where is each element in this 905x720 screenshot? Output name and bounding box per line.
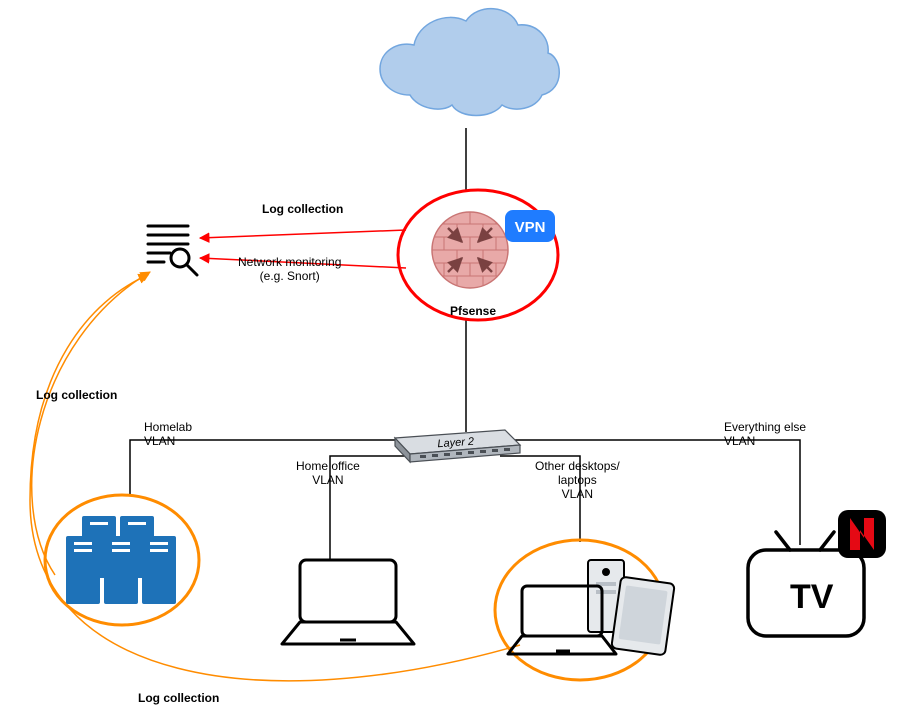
label-log-collection-top: Log collection [262,203,343,217]
label-other-desktops-vlan: Other desktops/ laptops VLAN [535,460,620,501]
label-network-monitoring: Network monitoring (e.g. Snort) [238,256,341,284]
label-home-office-vlan: Home office VLAN [296,460,360,488]
label-log-collection-side: Log collection [36,389,117,403]
netflix-icon [838,510,886,558]
switch-icon: Layer 2 [395,430,520,462]
label-homelab-vlan: Homelab VLAN [144,421,192,449]
label-log-collection-bottom: Log collection [138,692,219,706]
diagram-canvas: VPN Layer 2 [0,0,905,720]
laptop-home-office-icon [282,560,414,644]
switch-label: Layer 2 [437,436,474,451]
servers-icon [66,516,176,604]
desktops-icon [508,560,675,655]
edge-desktops-logs [30,275,520,681]
firewall-icon [430,212,510,288]
vpn-text: VPN [515,219,546,236]
svg-text:TV: TV [790,578,834,616]
edge-pfsense-logs-1 [200,230,406,238]
cloud-icon [380,9,559,116]
label-pfsense: Pfsense [450,305,496,319]
label-everything-else-vlan: Everything else VLAN [724,421,806,449]
vpn-badge: VPN [505,210,555,242]
log-search-icon [148,226,197,275]
